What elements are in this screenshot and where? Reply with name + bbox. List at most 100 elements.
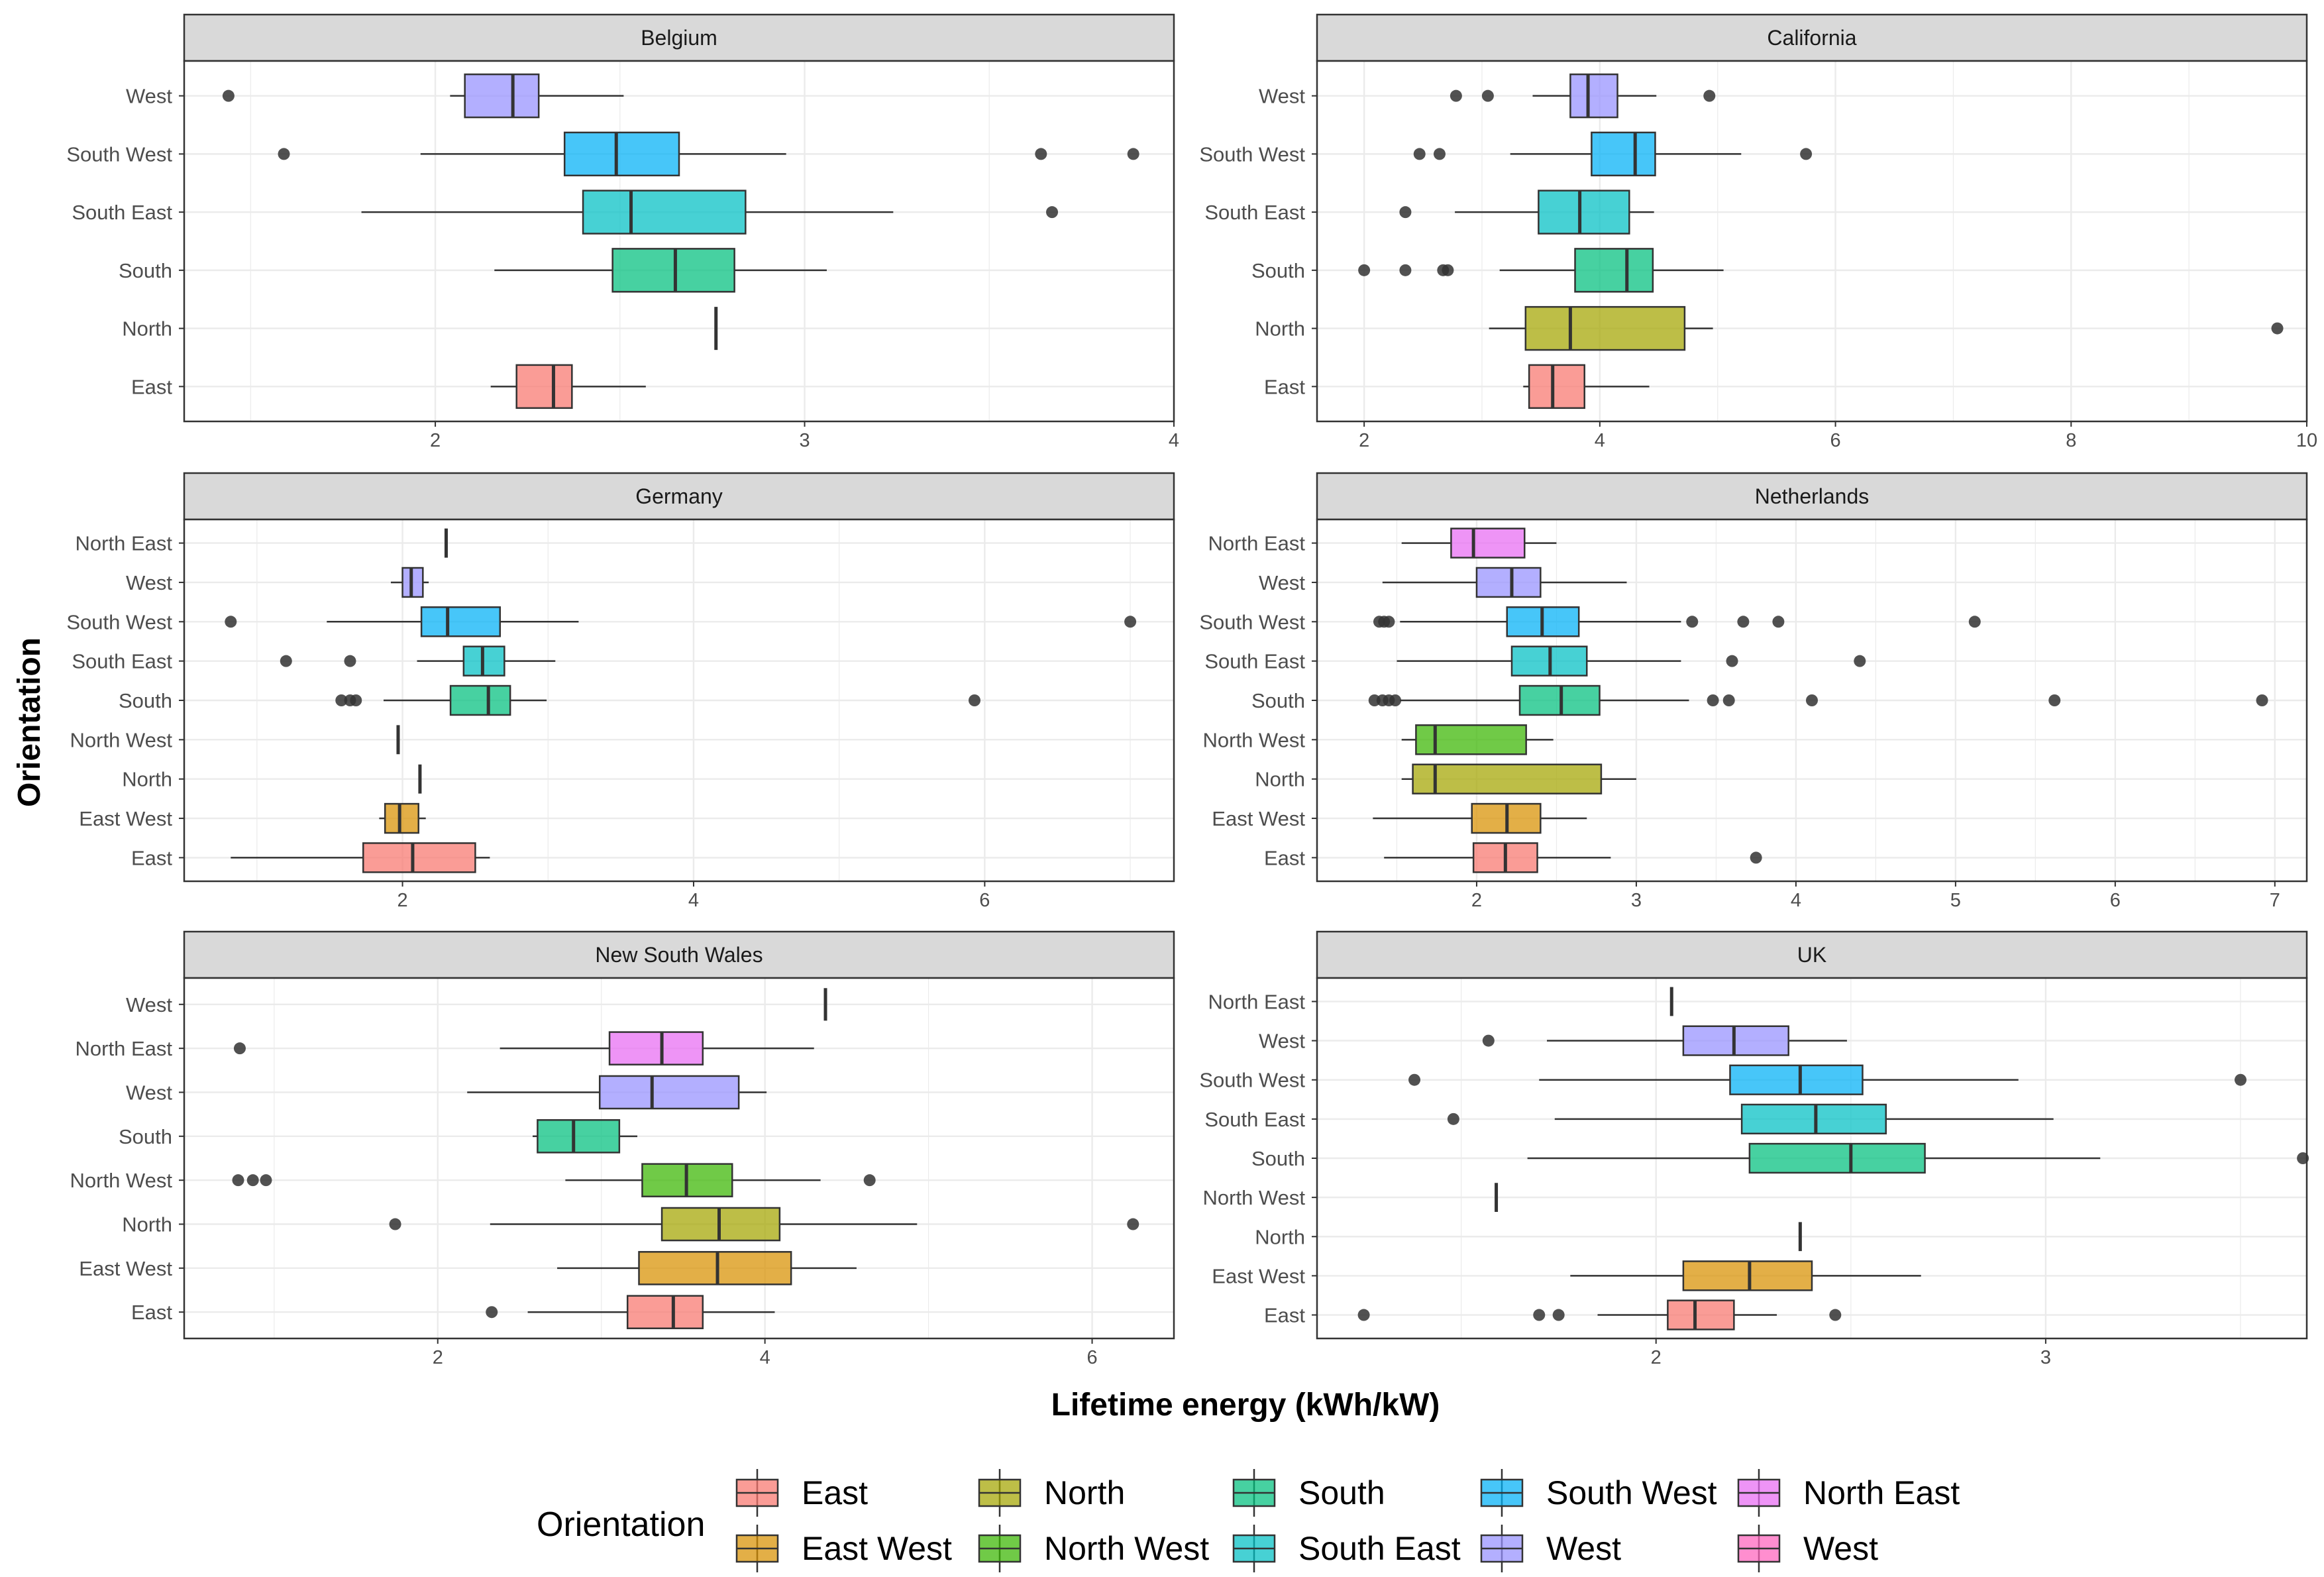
outlier-point [1686,616,1699,628]
box-iqr [1524,305,1686,351]
y-tick-label: West [126,1081,172,1104]
x-tick-label: 4 [688,890,699,911]
outlier-point [1399,264,1412,276]
x-tick-label: 4 [760,1347,770,1368]
box-netherlands-north-east [1401,527,1557,559]
facet-panels: Belgium West South West South East South Nort… [66,13,2317,1368]
outlier-point [1968,616,1981,628]
legend-label: North West [1044,1530,1209,1567]
outlier-point [1357,1309,1370,1321]
panel-border-california [1316,60,2308,423]
outlier-point [1829,1309,1842,1321]
y-tick-label: North East [1208,990,1306,1013]
legend-title: Orientation [537,1505,705,1544]
y-tick-label: South East [72,650,172,673]
box-iqr [515,364,573,409]
y-tick-label: East West [79,1257,172,1280]
y-tick-label: East [131,846,172,869]
box-netherlands-east-west [1373,802,1587,834]
x-tick-label: 2 [430,430,441,451]
x-tick-label: 2 [1471,890,1482,911]
box-iqr [638,1251,792,1285]
outlier-point [1127,148,1139,160]
box-iqr [1415,724,1527,755]
x-tick-label: 6 [1830,430,1841,451]
y-tick-label: North West [70,728,173,751]
x-tick-label: 7 [2270,890,2280,911]
box-belgium-south [494,248,827,293]
legend-label: South [1298,1474,1385,1511]
box-iqr [1538,190,1630,235]
box-iqr [1475,567,1542,598]
outlier-point [2048,694,2061,706]
box-new-south-wales-north-west [232,1163,876,1197]
outlier-point [222,89,235,102]
panel-border-new-south-wales [183,977,1175,1340]
panel-border-belgium [183,60,1175,423]
box-new-south-wales-north [389,1207,1139,1242]
outlier-point [233,1042,246,1055]
box-netherlands-west [1382,567,1627,598]
box-netherlands-north-west [1401,724,1554,755]
box-new-south-wales-east [486,1295,775,1329]
box-new-south-wales-south [532,1119,638,1154]
x-tick-label: 4 [1169,430,1179,451]
outlier-point [486,1306,498,1319]
box-germany-east [231,842,490,873]
y-tick-label: North [122,317,172,341]
x-tick-label: 8 [2066,430,2076,451]
box-new-south-wales-west [467,1075,767,1110]
strip-title-uk: UK [1797,943,1826,967]
outlier-point [389,1218,401,1230]
outlier-point [1750,851,1762,864]
y-tick-label: West [1259,1030,1305,1053]
y-tick-label: West [126,85,172,108]
outlier-point [1399,206,1412,219]
legend-key-east: East [735,1469,868,1517]
y-tick-label: North West [70,1169,173,1192]
outlier-point [1737,616,1750,628]
x-tick-label: 3 [2040,1347,2051,1368]
box-iqr [1667,1299,1735,1331]
box-netherlands-south-east [1397,645,1866,677]
outlier-point [278,148,290,160]
legend-key-west: West [1737,1525,1878,1572]
legend-key-north-east: North East [1737,1469,1960,1517]
strip-germany [183,472,1175,521]
outlier-point [232,1174,244,1187]
outlier-point [1481,89,1494,102]
box-uk-south-west [1408,1064,2247,1095]
legend-label: West [1803,1530,1878,1567]
outlier-point [1703,89,1716,102]
box-california-west [1450,73,1716,119]
strip-new-south-wales [183,930,1175,979]
outlier-point [863,1174,876,1187]
outlier-point [344,655,356,667]
box-iqr [1740,1103,1887,1134]
x-tick-label: 2 [1359,430,1369,451]
outlier-point [1442,264,1454,276]
panel-netherlands: Netherlands North East West South West South… [1199,472,2308,911]
box-iqr [1682,1025,1789,1056]
x-tick-label: 3 [799,430,810,451]
box-netherlands-north [1401,763,1636,794]
box-germany-south-east [280,645,556,677]
outlier-point [1389,694,1402,706]
box-netherlands-south-west [1373,606,1981,637]
outlier-point [2235,1073,2247,1086]
outlier-point [1533,1309,1546,1321]
box-iqr [1412,763,1603,794]
x-tick-label: 4 [1595,430,1605,451]
y-tick-label: North West [1203,1186,1306,1209]
panel-background-california [1317,61,2307,421]
y-tick-label: South East [1204,201,1305,224]
box-california-east [1523,364,1650,409]
box-belgium-east [490,364,646,409]
box-iqr [1729,1064,1864,1095]
y-tick-label: North [122,768,172,791]
legend-label: East West [802,1530,952,1567]
box-iqr [1450,527,1526,559]
outlier-point [1482,1034,1495,1047]
x-tick-label: 6 [1086,1347,1097,1368]
outlier-point [1124,616,1137,628]
